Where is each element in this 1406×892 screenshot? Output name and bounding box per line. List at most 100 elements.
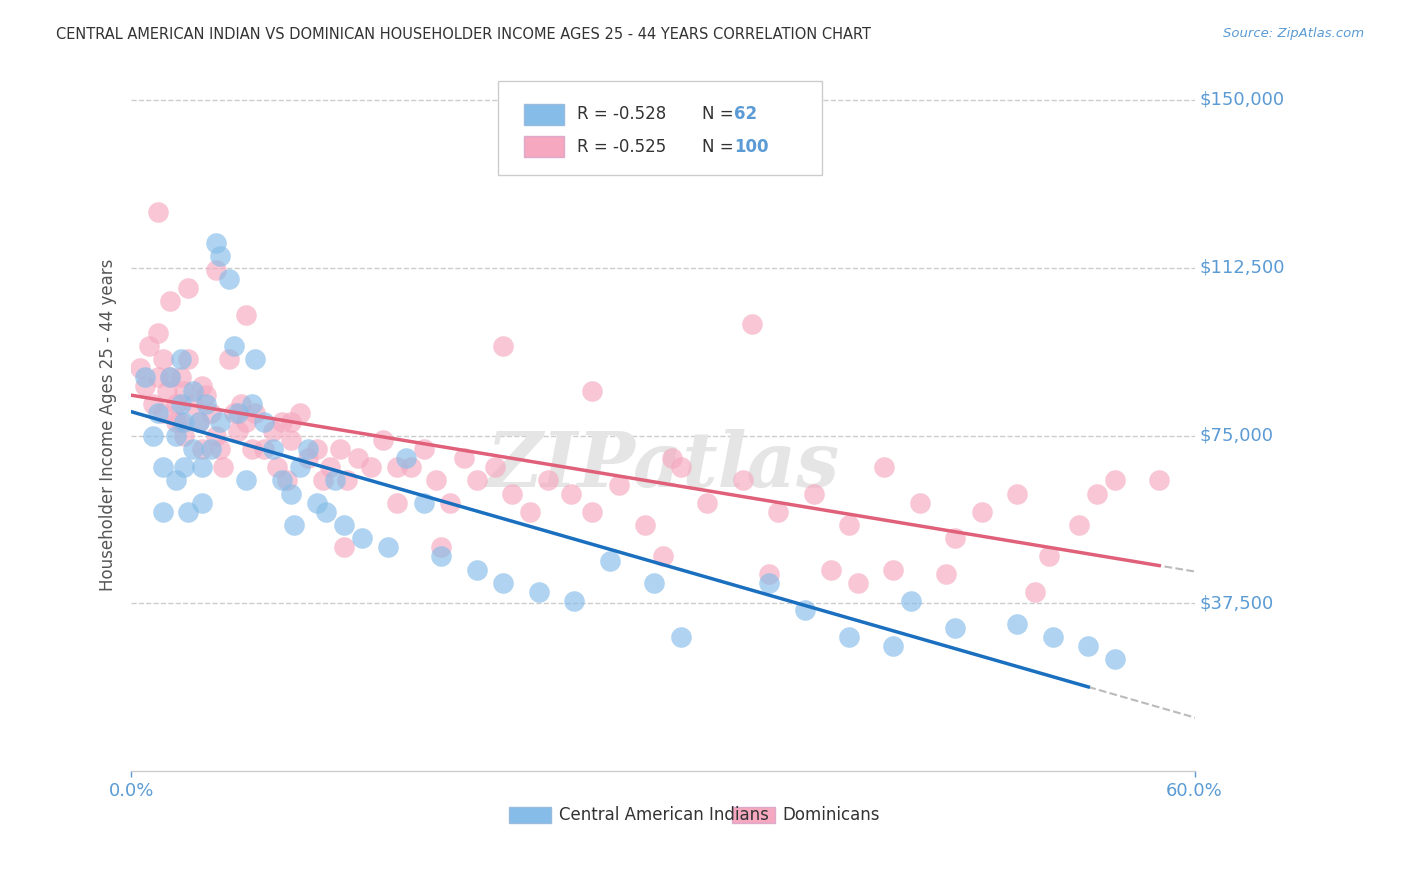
- Point: [439, 496, 461, 510]
- FancyBboxPatch shape: [498, 81, 823, 175]
- Point: [371, 433, 394, 447]
- Point: [1007, 616, 1029, 631]
- Point: [943, 532, 966, 546]
- Point: [208, 250, 231, 264]
- Point: [1077, 639, 1099, 653]
- Text: Central American Indians: Central American Indians: [558, 805, 769, 824]
- Point: [173, 415, 195, 429]
- Point: [1038, 549, 1060, 564]
- Point: [200, 442, 222, 456]
- Point: [253, 442, 276, 456]
- Point: [170, 397, 193, 411]
- Point: [129, 361, 152, 376]
- Point: [218, 352, 240, 367]
- Point: [319, 459, 342, 474]
- Point: [1069, 518, 1091, 533]
- Point: [194, 388, 217, 402]
- Point: [235, 415, 257, 429]
- Point: [311, 473, 333, 487]
- Point: [205, 235, 228, 250]
- Point: [329, 442, 352, 456]
- Point: [177, 281, 200, 295]
- Point: [669, 630, 692, 644]
- Point: [492, 339, 515, 353]
- Point: [323, 473, 346, 487]
- Point: [235, 308, 257, 322]
- Point: [347, 450, 370, 465]
- Point: [758, 567, 780, 582]
- Point: [599, 554, 621, 568]
- Point: [280, 415, 302, 429]
- Text: $112,500: $112,500: [1199, 259, 1285, 277]
- Point: [208, 442, 231, 456]
- Point: [134, 370, 156, 384]
- Point: [191, 442, 214, 456]
- Text: ZIPatlas: ZIPatlas: [486, 429, 839, 503]
- Point: [537, 473, 560, 487]
- Point: [401, 459, 423, 474]
- Point: [1042, 630, 1064, 644]
- Point: [297, 442, 319, 456]
- Point: [262, 424, 284, 438]
- Point: [846, 576, 869, 591]
- Y-axis label: Householder Income Ages 25 - 44 years: Householder Income Ages 25 - 44 years: [100, 258, 117, 591]
- Point: [360, 459, 382, 474]
- Point: [226, 424, 249, 438]
- Point: [425, 473, 447, 487]
- Text: R = -0.525: R = -0.525: [576, 138, 666, 156]
- Point: [882, 639, 904, 653]
- Point: [793, 603, 815, 617]
- Point: [173, 428, 195, 442]
- Point: [943, 621, 966, 635]
- Point: [152, 459, 174, 474]
- Text: CENTRAL AMERICAN INDIAN VS DOMINICAN HOUSEHOLDER INCOME AGES 25 - 44 YEARS CORRE: CENTRAL AMERICAN INDIAN VS DOMINICAN HOU…: [56, 27, 872, 42]
- Point: [820, 563, 842, 577]
- Point: [177, 505, 200, 519]
- Point: [165, 473, 187, 487]
- Point: [235, 473, 257, 487]
- Point: [307, 442, 329, 456]
- Point: [245, 406, 267, 420]
- Point: [430, 541, 453, 555]
- Text: Source: ZipAtlas.com: Source: ZipAtlas.com: [1223, 27, 1364, 40]
- Point: [146, 326, 169, 340]
- Point: [307, 496, 329, 510]
- Point: [191, 496, 214, 510]
- Point: [297, 450, 319, 465]
- Point: [453, 450, 475, 465]
- Point: [276, 473, 298, 487]
- Point: [1104, 652, 1126, 666]
- Text: Dominicans: Dominicans: [782, 805, 880, 824]
- Point: [350, 532, 373, 546]
- Point: [661, 450, 683, 465]
- Point: [253, 415, 276, 429]
- Point: [283, 518, 305, 533]
- Text: N =: N =: [702, 138, 740, 156]
- Point: [181, 442, 204, 456]
- Point: [288, 406, 311, 420]
- Point: [240, 442, 263, 456]
- Point: [208, 415, 231, 429]
- Point: [465, 563, 488, 577]
- Point: [170, 370, 193, 384]
- Point: [181, 384, 204, 398]
- Point: [134, 379, 156, 393]
- Point: [159, 370, 181, 384]
- Point: [191, 379, 214, 393]
- Point: [159, 370, 181, 384]
- Point: [882, 563, 904, 577]
- Point: [1085, 486, 1108, 500]
- Point: [643, 576, 665, 591]
- Point: [560, 486, 582, 500]
- Point: [970, 505, 993, 519]
- Point: [212, 459, 235, 474]
- Point: [465, 473, 488, 487]
- Point: [165, 397, 187, 411]
- Point: [165, 415, 187, 429]
- Point: [170, 415, 193, 429]
- Point: [395, 450, 418, 465]
- Point: [519, 505, 541, 519]
- Point: [141, 397, 163, 411]
- Text: $37,500: $37,500: [1199, 594, 1274, 613]
- Point: [651, 549, 673, 564]
